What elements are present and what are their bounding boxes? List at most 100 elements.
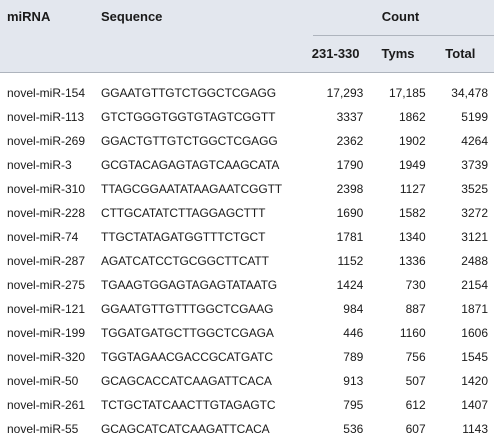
table-row: novel-miR-287 AGATCATCCTGCGGCTTCATT 1152… (0, 249, 494, 273)
cell-total: 3525 (461, 182, 488, 196)
cell-sequence: TCTGCTATCAACTTGTAGAGTC (101, 398, 276, 412)
cell-total: 1420 (461, 374, 488, 388)
cell-231-330: 1781 (336, 230, 364, 244)
cell-231-330: 17,293 (326, 86, 364, 101)
cell-mirna: novel-miR-113 (7, 110, 85, 124)
cell-sequence: GCGTACAGAGTAGTCAAGCATA (101, 158, 280, 172)
table-header: miRNA Sequence Count 231-330 Tyms Total (0, 0, 494, 73)
cell-mirna: novel-miR-228 (7, 206, 86, 220)
table-row: novel-miR-50 GCAGCACCATCAAGATTCACA 913 5… (0, 369, 494, 393)
cell-sequence: CTTGCATATCTTAGGAGCTTT (101, 206, 266, 220)
table-body: novel-miR-154 GGAATGTTGTCTGGCTCGAGG 17,2… (0, 72, 494, 441)
cell-mirna: novel-miR-55 (7, 422, 79, 436)
cell-231-330: 913 (343, 374, 364, 388)
cell-sequence: TTGCTATAGATGGTTTCTGCT (101, 230, 266, 244)
table-row: novel-miR-3 GCGTACAGAGTAGTCAAGCATA 1790 … (0, 153, 494, 177)
header-mirna: miRNA (0, 0, 101, 73)
cell-mirna: novel-miR-50 (7, 374, 79, 388)
cell-total: 5199 (461, 110, 488, 124)
table-row: novel-miR-310 TTAGCGGAATATAAGAATCGGTT 23… (0, 177, 494, 201)
cell-231-330: 2398 (336, 182, 364, 196)
cell-sequence: AGATCATCCTGCGGCTTCATT (101, 254, 269, 268)
header-sequence: Sequence (101, 0, 307, 73)
cell-tyms: 1949 (398, 158, 426, 172)
cell-mirna: novel-miR-269 (7, 134, 86, 148)
table-row: novel-miR-55 GCAGCATCATCAAGATTCACA 536 6… (0, 417, 494, 441)
header-count-group: Count (307, 0, 494, 36)
cell-sequence: GTCTGGGTGGTGTAGTCGGTT (101, 110, 276, 124)
cell-tyms: 1582 (398, 206, 426, 220)
cell-tyms: 756 (405, 350, 426, 364)
cell-tyms: 17,185 (388, 86, 426, 101)
cell-231-330: 446 (343, 326, 364, 340)
table-row: novel-miR-199 TGGATGATGCTTGGCTCGAGA 446 … (0, 321, 494, 345)
cell-tyms: 1862 (398, 110, 426, 124)
cell-tyms: 1127 (399, 182, 426, 196)
cell-tyms: 612 (405, 398, 426, 412)
cell-tyms: 730 (405, 278, 426, 292)
header-tyms: Tyms (369, 36, 432, 73)
table-row: novel-miR-154 GGAATGTTGTCTGGCTCGAGG 17,2… (0, 72, 494, 105)
cell-mirna: novel-miR-261 (7, 398, 86, 412)
cell-total: 34,478 (451, 86, 488, 101)
table-row: novel-miR-320 TGGTAGAACGACCGCATGATC 789 … (0, 345, 494, 369)
cell-total: 4264 (461, 134, 488, 148)
table-row: novel-miR-261 TCTGCTATCAACTTGTAGAGTC 795… (0, 393, 494, 417)
cell-sequence: GGACTGTTGTCTGGCTCGAGG (101, 134, 278, 148)
cell-total: 3272 (461, 206, 488, 220)
table-row: novel-miR-121 GGAATGTTGTTTGGCTCGAAG 984 … (0, 297, 494, 321)
cell-231-330: 1790 (336, 158, 364, 172)
cell-total: 1606 (461, 326, 488, 340)
cell-sequence: GGAATGTTGTCTGGCTCGAGG (101, 86, 277, 101)
cell-231-330: 1424 (336, 278, 364, 292)
cell-mirna: novel-miR-74 (7, 230, 79, 244)
cell-231-330: 536 (343, 422, 364, 436)
cell-total: 3121 (461, 230, 488, 244)
table-row: novel-miR-113 GTCTGGGTGGTGTAGTCGGTT 3337… (0, 105, 494, 129)
cell-sequence: TGGATGATGCTTGGCTCGAGA (101, 326, 274, 340)
header-231-330: 231-330 (307, 36, 370, 73)
cell-mirna: novel-miR-3 (7, 158, 72, 172)
cell-231-330: 3337 (336, 110, 364, 124)
cell-mirna: novel-miR-154 (7, 86, 86, 101)
cell-231-330: 795 (343, 398, 364, 412)
cell-total: 2154 (461, 278, 488, 292)
cell-tyms: 1902 (398, 134, 426, 148)
cell-231-330: 2362 (336, 134, 364, 148)
header-total: Total (431, 36, 494, 73)
header-count: Count (381, 9, 420, 24)
cell-mirna: novel-miR-320 (7, 350, 86, 364)
table-row: novel-miR-74 TTGCTATAGATGGTTTCTGCT 1781 … (0, 225, 494, 249)
cell-mirna: novel-miR-275 (7, 278, 86, 292)
cell-tyms: 507 (405, 374, 426, 388)
cell-231-330: 1690 (336, 206, 364, 220)
table-row: novel-miR-269 GGACTGTTGTCTGGCTCGAGG 2362… (0, 129, 494, 153)
cell-tyms: 1336 (398, 254, 426, 268)
cell-tyms: 1340 (398, 230, 426, 244)
cell-231-330: 1152 (337, 254, 364, 268)
cell-total: 3739 (461, 158, 488, 172)
cell-total: 1545 (461, 350, 488, 364)
cell-sequence: TGGTAGAACGACCGCATGATC (101, 350, 273, 364)
table-row: novel-miR-275 TGAAGTGGAGTAGAGTATAATG 142… (0, 273, 494, 297)
cell-tyms: 607 (405, 422, 426, 436)
header-row-1: miRNA Sequence Count (0, 0, 494, 73)
count-group-divider (313, 35, 494, 36)
cell-total: 1143 (462, 422, 488, 436)
cell-sequence: TGAAGTGGAGTAGAGTATAATG (101, 278, 278, 292)
cell-sequence: GCAGCATCATCAAGATTCACA (101, 422, 270, 436)
cell-total: 2488 (461, 254, 488, 268)
cell-tyms: 887 (405, 302, 426, 316)
cell-total: 1871 (461, 302, 488, 316)
cell-231-330: 984 (343, 302, 364, 316)
header-row-2: 231-330 Tyms Total (0, 36, 494, 73)
cell-tyms: 1160 (399, 326, 426, 340)
cell-mirna: novel-miR-287 (7, 254, 86, 268)
cell-total: 1407 (461, 398, 488, 412)
cell-231-330: 789 (343, 350, 364, 364)
table-row: novel-miR-228 CTTGCATATCTTAGGAGCTTT 1690… (0, 201, 494, 225)
cell-mirna: novel-miR-199 (7, 326, 86, 340)
cell-mirna: novel-miR-310 (7, 182, 86, 196)
cell-mirna: novel-miR-121 (7, 302, 86, 316)
